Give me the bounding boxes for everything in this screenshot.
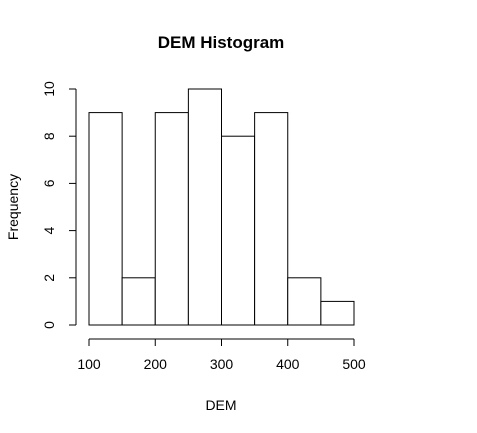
- chart-title: DEM Histogram: [158, 33, 285, 52]
- x-tick-label: 200: [144, 356, 168, 372]
- histogram-bar-1: [88, 112, 123, 326]
- bars-group: [88, 88, 355, 326]
- histogram-bar-8: [320, 300, 355, 326]
- y-axis: 0 2 4 6 8 10: [41, 81, 77, 329]
- x-tick-label: 500: [342, 356, 366, 372]
- y-tick-label: 6: [41, 179, 57, 187]
- x-axis-label: DEM: [205, 397, 236, 413]
- y-tick-label: 0: [41, 321, 57, 329]
- y-tick-label: 2: [41, 274, 57, 282]
- histogram-bar-5: [221, 135, 256, 326]
- x-axis: 100 200 300 400 500: [77, 338, 366, 372]
- x-tick-label: 400: [276, 356, 300, 372]
- y-tick-label: 4: [41, 226, 57, 234]
- y-axis-label: Frequency: [5, 174, 21, 240]
- y-tick-label: 10: [41, 81, 57, 97]
- histogram-bar-7: [287, 277, 322, 326]
- x-tick-label: 100: [77, 356, 101, 372]
- x-tick-label: 300: [210, 356, 234, 372]
- y-tick-label: 8: [41, 132, 57, 140]
- histogram-bar-2: [121, 277, 156, 326]
- histogram-bar-4: [187, 88, 222, 326]
- histogram-bar-3: [154, 112, 189, 326]
- histogram-bar-6: [254, 112, 289, 326]
